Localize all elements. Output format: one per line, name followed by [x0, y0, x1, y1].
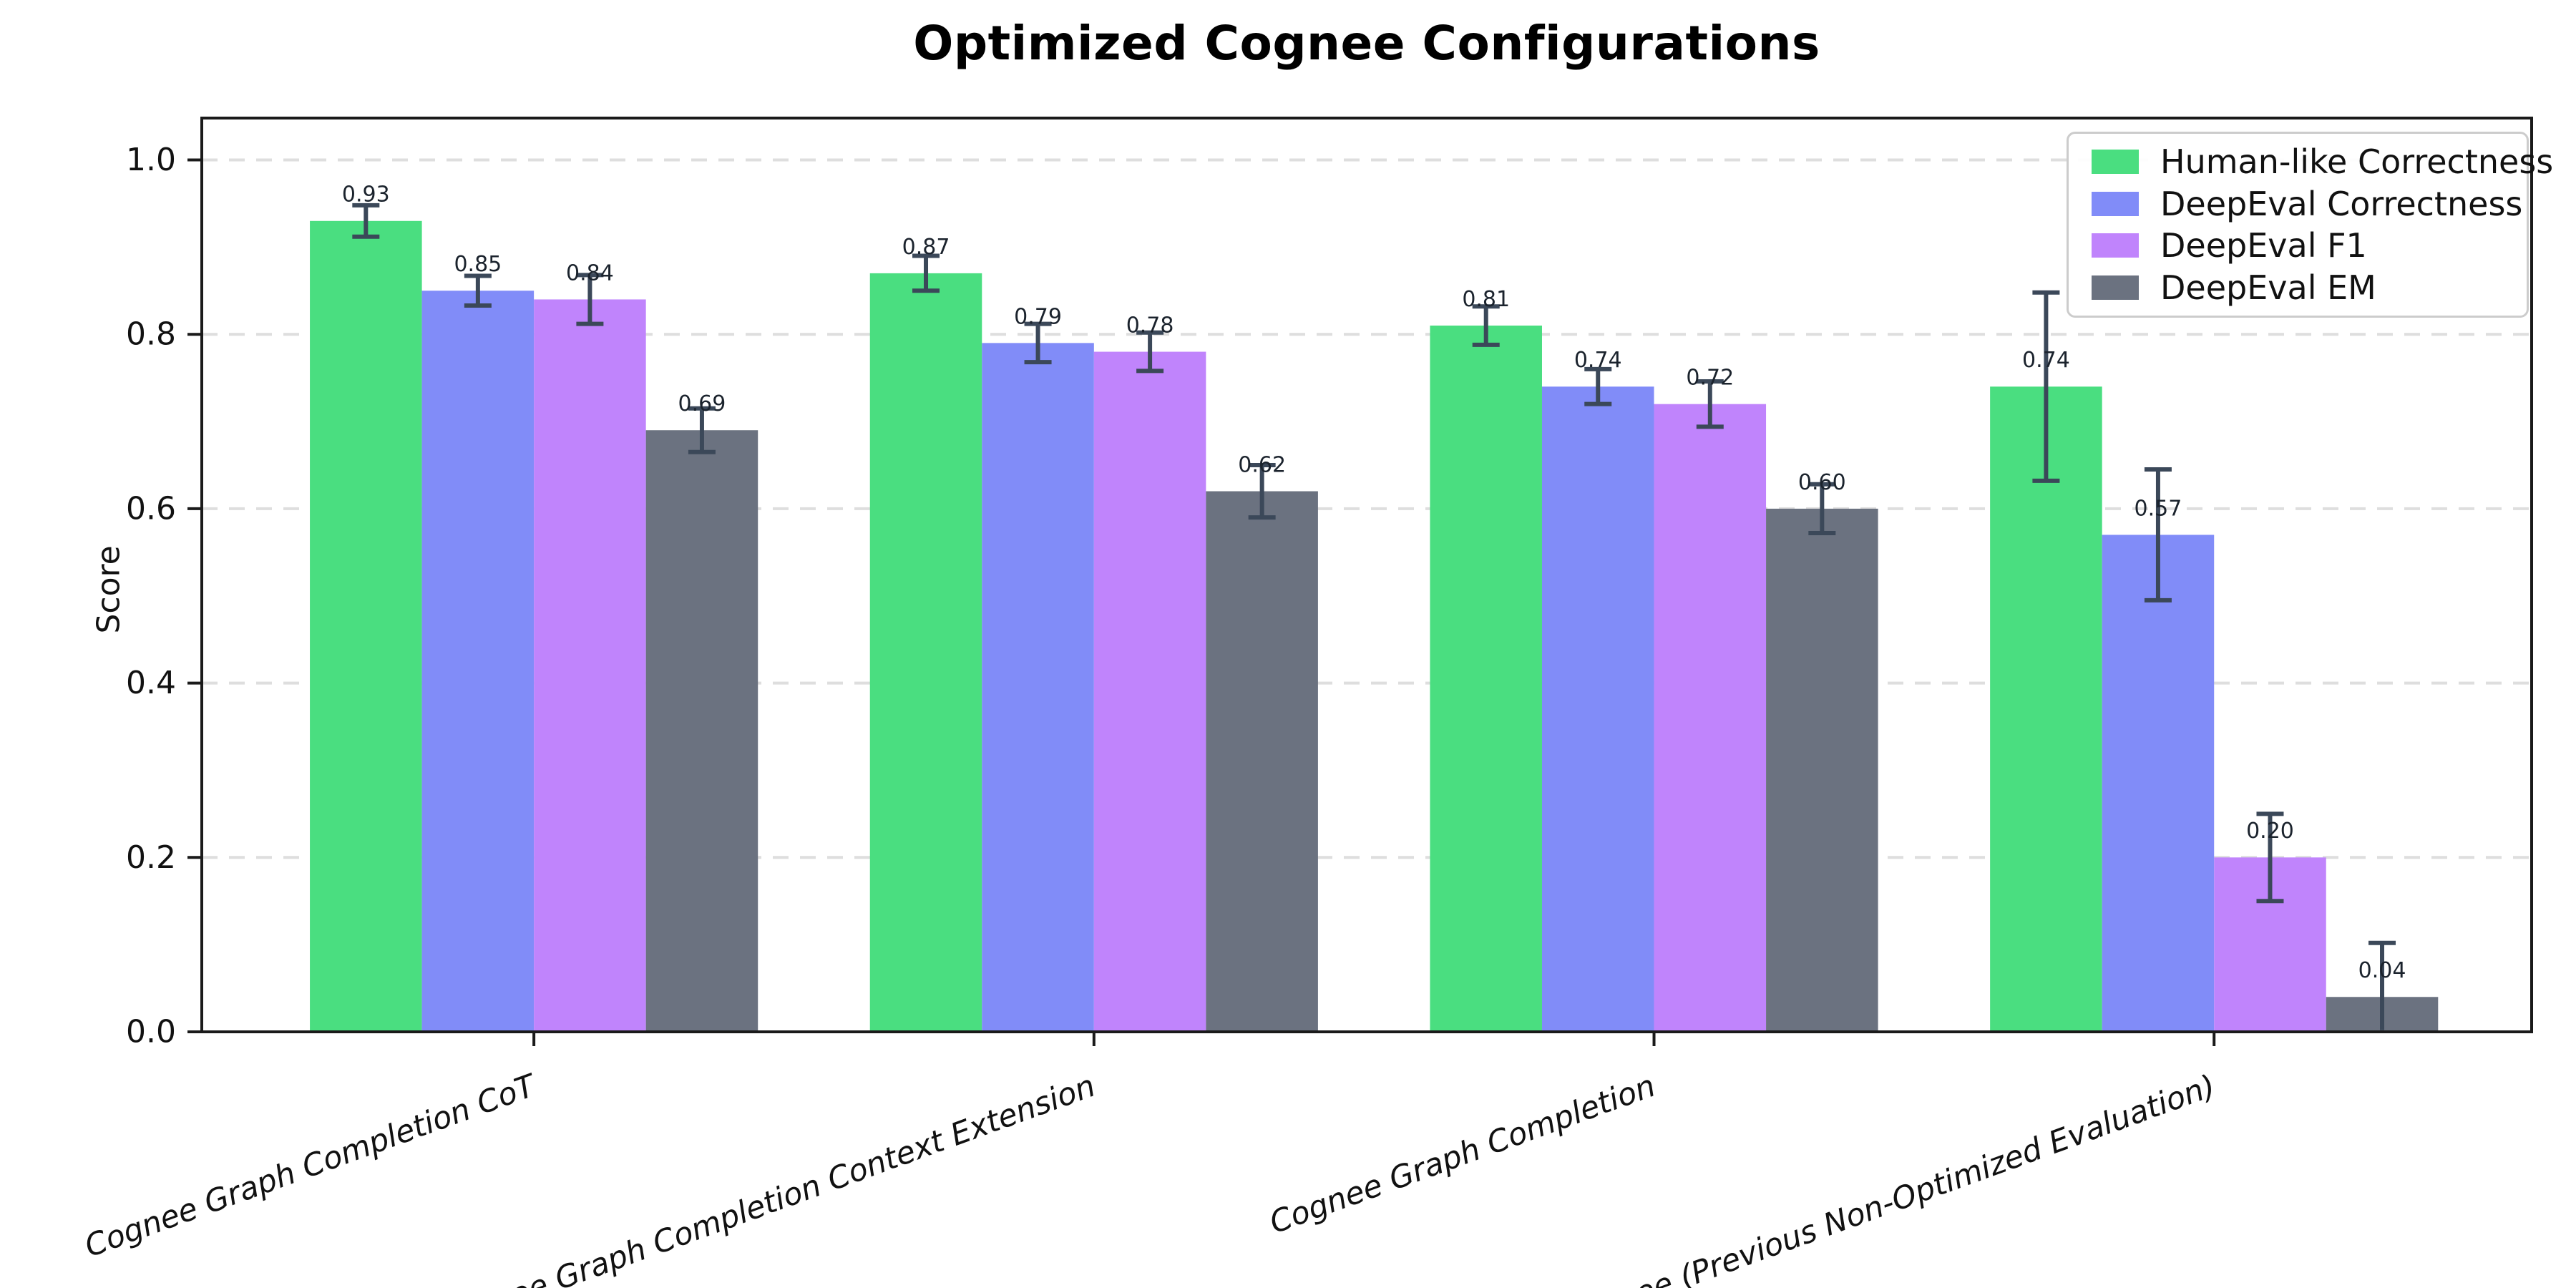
bar-s3-c0	[645, 430, 758, 1032]
y-tick-label: 0.4	[126, 665, 176, 701]
bar-s3-c2	[1766, 508, 1878, 1032]
bar-s0-c3	[1990, 386, 2102, 1032]
bar-value-label: 0.20	[2246, 819, 2294, 844]
bar-value-label: 0.79	[1014, 304, 1062, 329]
bar-s0-c2	[1430, 326, 1542, 1032]
legend-swatch-1	[2092, 191, 2139, 216]
y-tick-label: 0.6	[126, 490, 176, 527]
bar-value-label: 0.87	[902, 235, 950, 260]
bar-s0-c1	[869, 273, 982, 1033]
x-tick-label-2: Cognee Graph Completion	[1265, 1068, 1660, 1241]
bar-value-label: 0.62	[1238, 452, 1286, 477]
bar-s0-c0	[310, 220, 422, 1032]
axes-spines	[200, 117, 2533, 1033]
chart-title: Optimized Cognee Configurations	[913, 16, 1820, 71]
bar-value-label: 0.74	[1574, 348, 1622, 373]
bar-value-label: 0.84	[566, 260, 614, 286]
bar-value-label: 0.78	[1126, 313, 1174, 338]
bar-s2-c1	[1093, 351, 1206, 1033]
legend-label-0: Human-like Correctness	[2160, 142, 2554, 182]
legend-item-0: Human-like Correctness	[2069, 142, 2553, 181]
bar-s2-c2	[1654, 404, 1767, 1032]
legend-swatch-0	[2092, 150, 2139, 175]
legend-item-1: DeepEval Correctness	[2069, 185, 2527, 223]
legend-label-2: DeepEval F1	[2160, 226, 2367, 265]
legend-swatch-3	[2092, 275, 2139, 300]
y-tick-label: 1.0	[126, 142, 176, 178]
x-tick-label-0: Cognee Graph Completion CoT	[80, 1067, 542, 1264]
bar-s3-c1	[1206, 491, 1318, 1032]
bar-s2-c0	[534, 299, 646, 1032]
bar-value-label: 0.57	[2135, 496, 2182, 521]
legend-item-3: DeepEval EM	[2069, 268, 2527, 307]
bar-s1-c3	[2102, 535, 2215, 1032]
bar-value-label: 0.74	[2022, 348, 2070, 373]
y-tick-label: 0.0	[126, 1014, 176, 1050]
legend: Human-like Correctness DeepEval Correctne…	[2067, 132, 2553, 318]
bar-value-label: 0.60	[1798, 470, 1846, 495]
legend-label-1: DeepEval Correctness	[2160, 184, 2523, 223]
bar-s1-c2	[1541, 386, 1654, 1032]
bar-s1-c1	[982, 343, 1094, 1032]
bar-value-label: 0.81	[1462, 287, 1510, 312]
legend-label-3: DeepEval EM	[2160, 268, 2376, 307]
y-tick-label: 0.2	[126, 839, 176, 876]
legend-item-2: DeepEval F1	[2069, 226, 2527, 265]
legend-swatch-2	[2092, 233, 2139, 258]
bar-value-label: 0.04	[2358, 958, 2406, 983]
y-tick-label: 0.8	[126, 316, 176, 353]
bar-s1-c0	[421, 291, 535, 1032]
bar-value-label: 0.69	[678, 391, 726, 416]
bar-value-label: 0.72	[1686, 366, 1734, 391]
bar-value-label: 0.85	[454, 252, 502, 277]
bar-value-label: 0.93	[342, 182, 390, 208]
